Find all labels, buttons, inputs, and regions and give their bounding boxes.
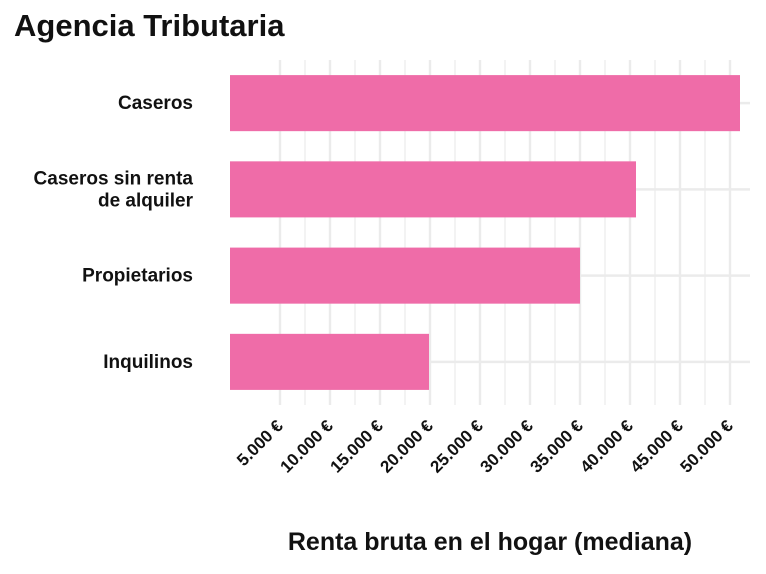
category-label: Propietarios — [82, 265, 193, 286]
x-tick-label: 15.000 € — [326, 416, 387, 477]
bar — [230, 333, 429, 390]
x-axis-title: Renta bruta en el hogar (mediana) — [287, 528, 693, 556]
x-tick-label: 45.000 € — [626, 416, 687, 477]
bar — [230, 161, 636, 218]
x-tick-label: 25.000 € — [426, 416, 487, 477]
x-tick-label: 20.000 € — [376, 416, 437, 477]
chart-title: Agencia Tributaria — [14, 8, 285, 43]
bar — [230, 247, 580, 304]
bar — [230, 75, 740, 132]
x-tick-label: 50.000 € — [676, 416, 737, 477]
x-tick-label: 40.000 € — [576, 416, 637, 477]
category-label: Caseros sin renta de alquiler — [34, 168, 194, 211]
category-label: Caseros — [118, 93, 193, 114]
x-tick-label: 30.000 € — [476, 416, 537, 477]
bars — [230, 75, 740, 390]
x-tick-labels: 5.000 €10.000 €15.000 €20.000 €25.000 €3… — [233, 416, 737, 477]
category-labels: Caseros Caseros sin renta de alquiler Propi… — [34, 93, 194, 373]
x-tick-label: 35.000 € — [526, 416, 587, 477]
x-tick-label: 10.000 € — [276, 416, 337, 477]
category-label: Inquilinos — [103, 351, 193, 372]
